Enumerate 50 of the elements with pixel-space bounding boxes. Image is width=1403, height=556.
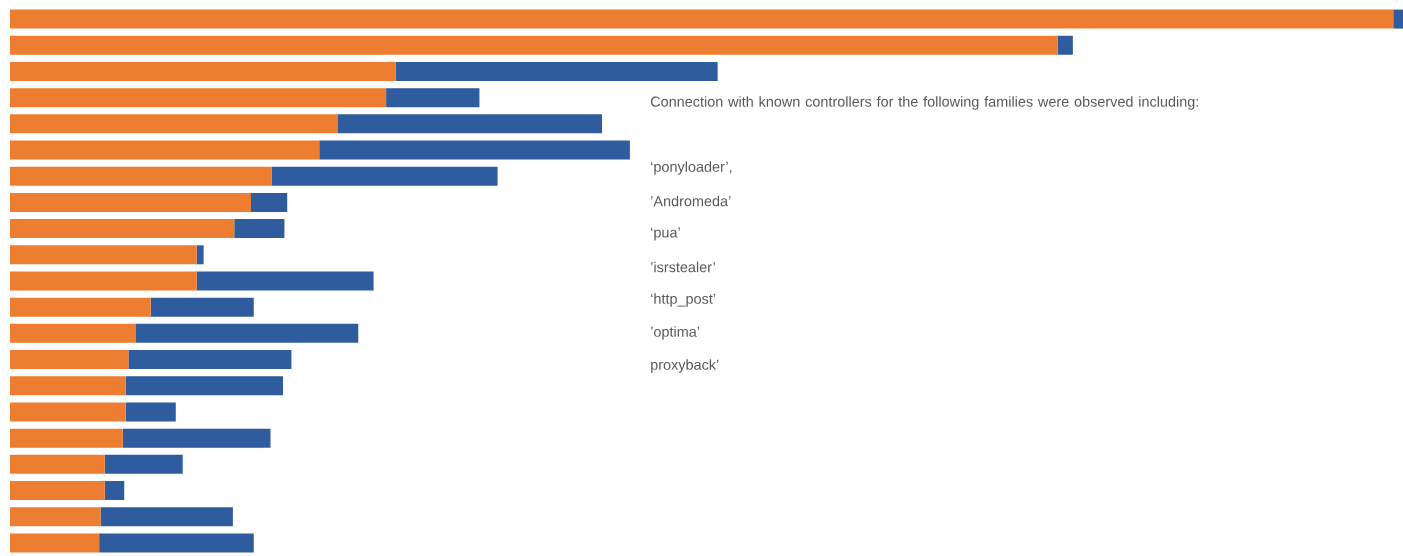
bar <box>271 166 498 186</box>
bar <box>10 271 197 291</box>
bar <box>128 350 292 370</box>
bar <box>99 533 254 553</box>
annotation: ’Andromeda’ <box>651 195 731 207</box>
bar <box>10 402 126 422</box>
annotation: ‘ponyloader’, <box>651 161 732 175</box>
bar <box>10 428 123 448</box>
bar <box>10 166 272 186</box>
bar <box>1057 35 1073 55</box>
bar <box>135 323 359 343</box>
annotation: Connection with known controllers for the following families were observed including: <box>650 96 1198 110</box>
bar <box>104 454 183 474</box>
bar <box>10 507 101 527</box>
bar <box>10 454 105 474</box>
bar <box>10 35 1058 55</box>
bar <box>10 219 235 239</box>
bar <box>100 507 233 527</box>
bar <box>125 376 284 396</box>
bar <box>10 192 251 212</box>
bar <box>196 271 374 291</box>
annotation: proxyback’ <box>651 359 719 373</box>
bar <box>395 61 718 81</box>
bar <box>10 297 151 317</box>
bar <box>10 533 100 553</box>
bar <box>234 219 285 239</box>
bar <box>251 192 288 212</box>
bar <box>337 114 603 134</box>
bar <box>10 140 320 160</box>
bar <box>10 61 396 81</box>
bar <box>104 481 125 501</box>
bar <box>10 323 136 343</box>
bar <box>319 140 630 160</box>
bar <box>10 350 129 370</box>
annotation: ’optima’ <box>651 326 700 340</box>
bar <box>10 481 105 501</box>
bar <box>10 245 197 265</box>
bar <box>10 114 338 134</box>
bar <box>1393 9 1403 29</box>
annotation: ‘pua’ <box>651 227 680 241</box>
annotation: ‘http_post’ <box>651 293 716 307</box>
bar <box>10 88 387 108</box>
bar <box>125 402 176 422</box>
bar <box>150 297 254 317</box>
bar <box>10 376 126 396</box>
bar <box>10 9 1394 29</box>
bar <box>386 88 480 108</box>
annotation: ’isrstealer’ <box>651 261 715 273</box>
bar <box>122 428 271 448</box>
bar <box>196 245 204 265</box>
